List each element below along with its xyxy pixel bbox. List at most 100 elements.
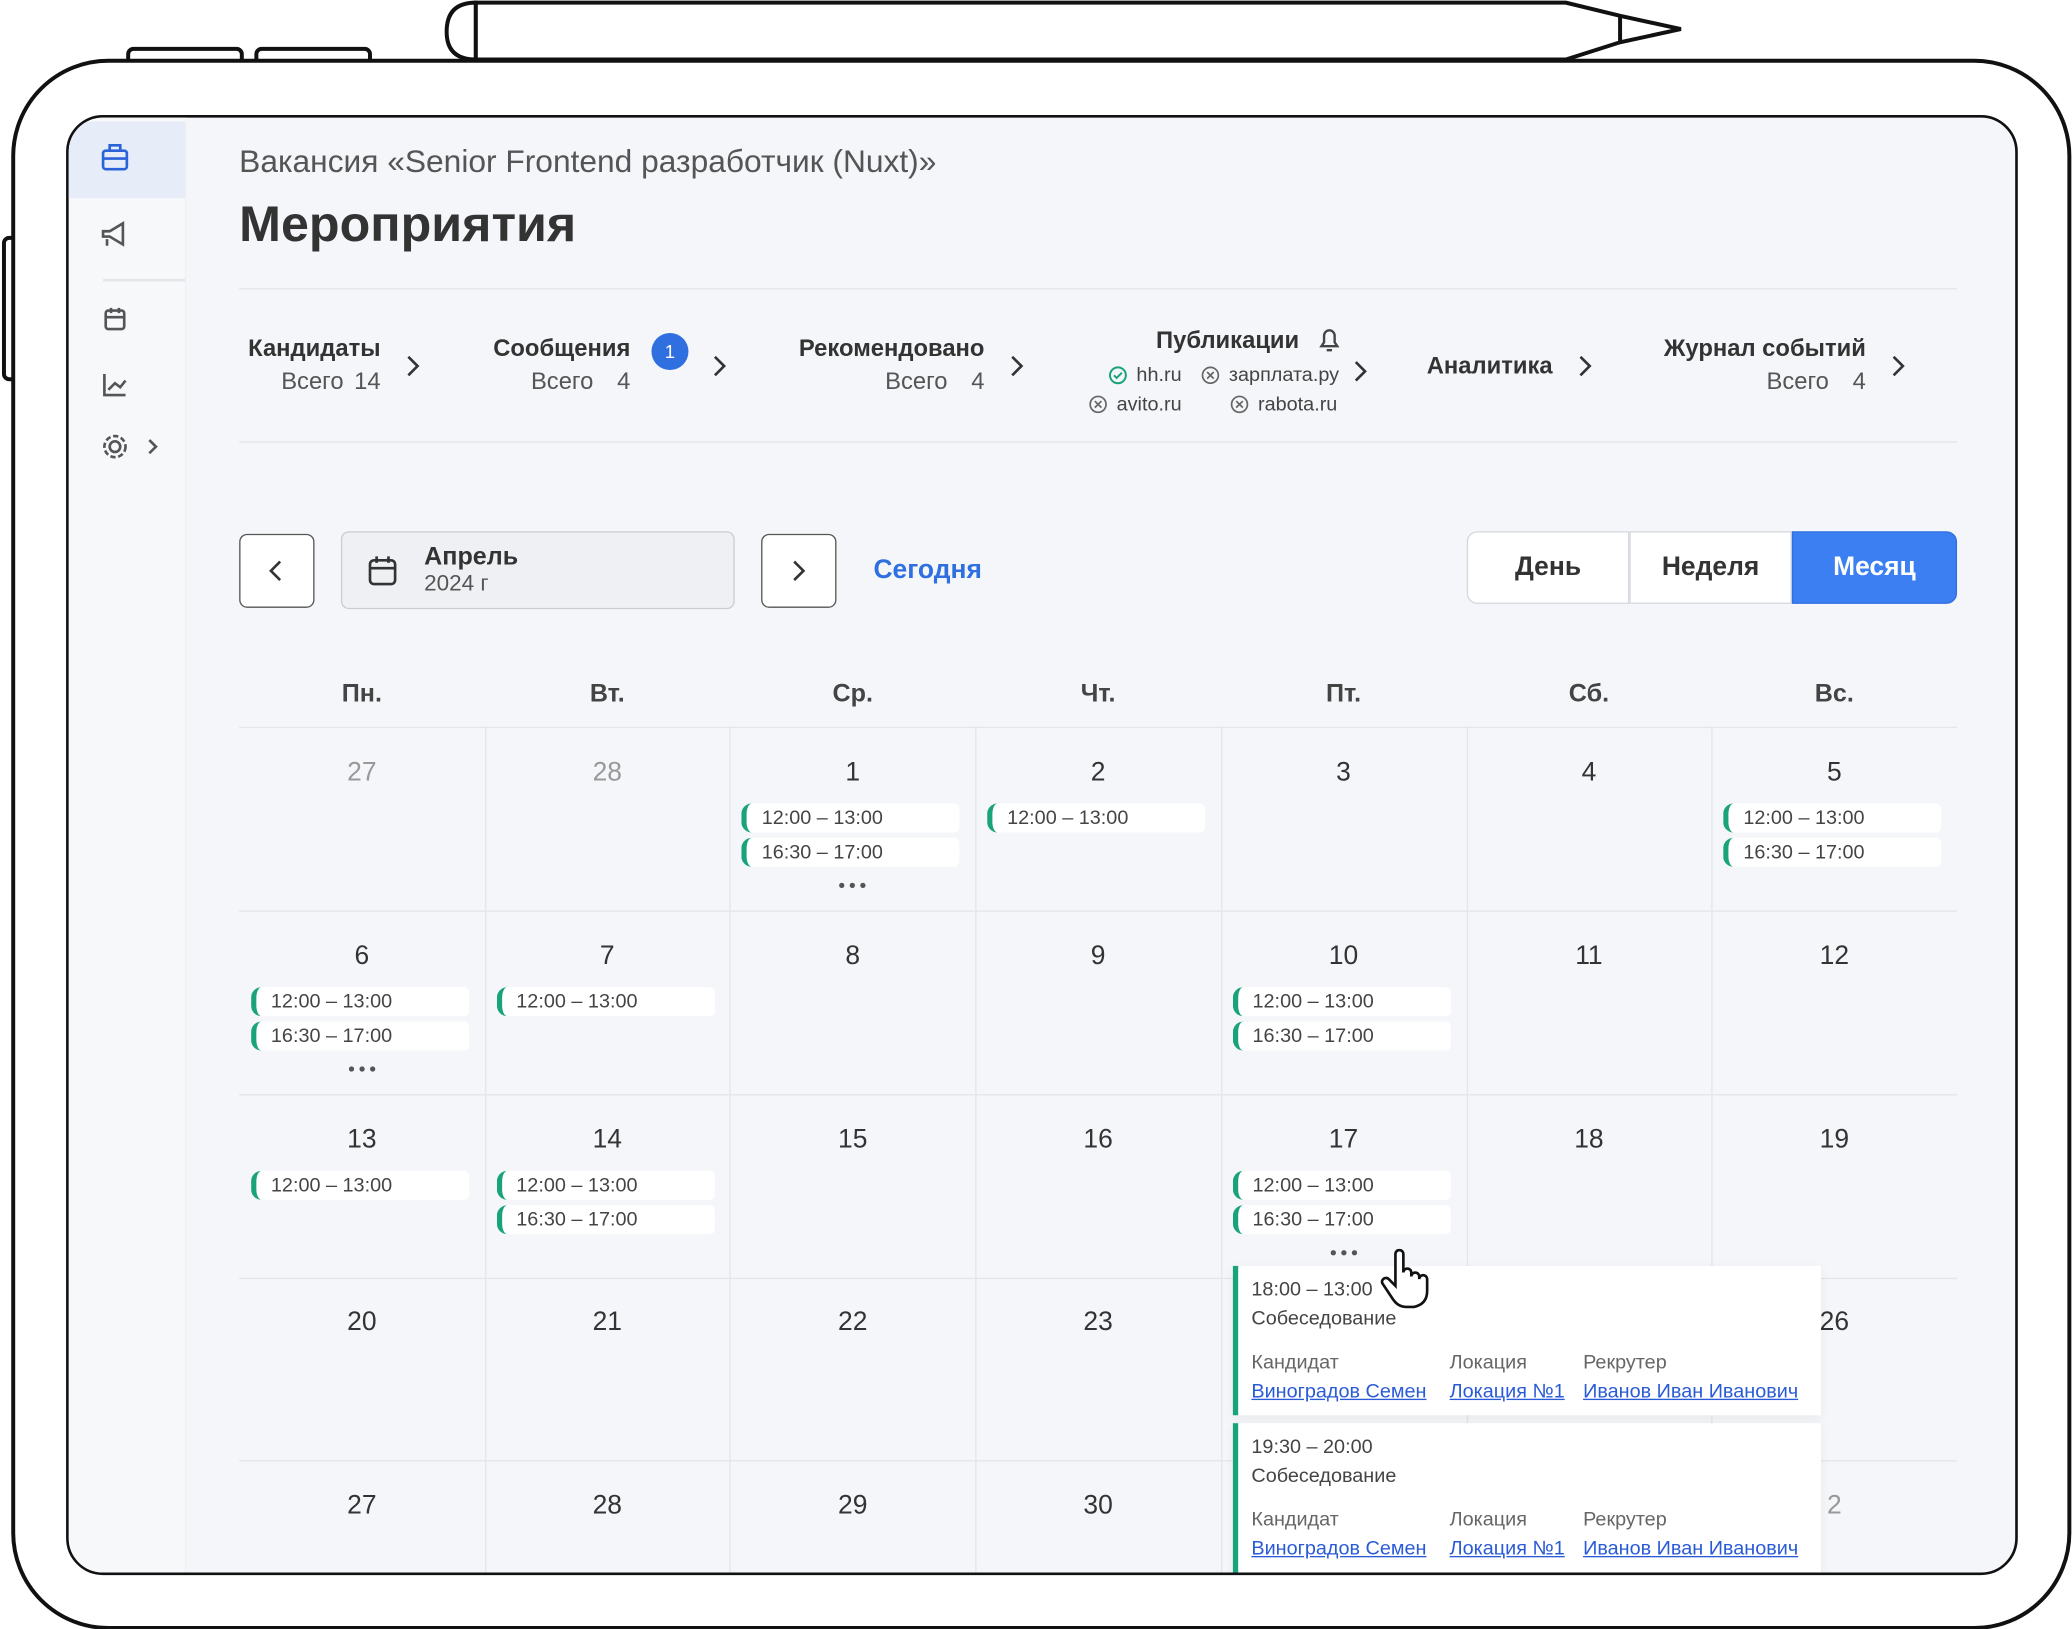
day-number: 10	[1328, 941, 1359, 971]
tab-label[interactable]: Аналитика	[1426, 352, 1553, 379]
divider	[239, 288, 1958, 290]
event-time: 16:30 – 17:00	[516, 1208, 638, 1231]
day-number: 22	[837, 1307, 868, 1337]
event-chip[interactable]	[1723, 837, 1942, 867]
divider	[1466, 1094, 1468, 1278]
divider	[239, 441, 1958, 443]
divider	[239, 910, 1958, 912]
view-button[interactable]: День	[1466, 531, 1630, 604]
day-number: 26	[1819, 1307, 1850, 1337]
event-time: 12:00 – 13:00	[516, 990, 638, 1013]
day-number: 8	[845, 941, 861, 971]
divider	[1220, 910, 1223, 1095]
event-chip[interactable]	[741, 803, 960, 833]
day-number: 11	[1575, 941, 1603, 971]
day-number: 6	[354, 941, 370, 971]
next-button[interactable]	[761, 533, 837, 608]
divider	[484, 726, 486, 911]
field-link[interactable]: Иванов Иван Иванович	[1583, 1537, 1799, 1560]
day-number: 13	[347, 1125, 377, 1155]
field-link[interactable]: Виноградов Семен	[1251, 1537, 1427, 1560]
event-chip[interactable]	[251, 1021, 470, 1051]
event-chip[interactable]	[496, 1170, 715, 1200]
event-time: 12:00 – 13:00	[1252, 990, 1374, 1013]
event-type: Собеседование	[1251, 1464, 1397, 1488]
field-label: Локация	[1449, 1508, 1527, 1531]
view-button[interactable]: Месяц	[1791, 531, 1958, 604]
subtitle: Вакансия «Senior Frontend разработчик (N…	[239, 144, 937, 180]
divider	[729, 910, 732, 1095]
weekday: Пн.	[341, 680, 382, 709]
day-number: 18	[1574, 1125, 1604, 1155]
field-link[interactable]: Локация №1	[1449, 1380, 1565, 1403]
event-chip[interactable]	[496, 1205, 715, 1235]
tab-total: 4	[1852, 368, 1866, 395]
event-chip[interactable]	[1232, 1021, 1451, 1051]
field-label: Кандидат	[1251, 1351, 1339, 1374]
tab-total-label: Всего	[1766, 368, 1829, 395]
divider	[484, 1276, 486, 1461]
field-link[interactable]: Виноградов Семен	[1251, 1380, 1427, 1403]
year: 2024 г	[424, 570, 489, 596]
event-chip[interactable]	[1232, 1205, 1451, 1235]
event-chip[interactable]	[251, 987, 470, 1017]
day-number: 3	[1336, 757, 1351, 787]
divider	[729, 1460, 732, 1573]
tab-label[interactable]: Журнал событий	[1663, 334, 1866, 362]
field-link[interactable]: Иванов Иван Иванович	[1583, 1380, 1799, 1403]
prev-button[interactable]	[239, 533, 315, 608]
event-chip[interactable]	[1723, 803, 1942, 833]
field-label: Кандидат	[1251, 1508, 1339, 1531]
event-time: 12:00 – 13:00	[1252, 1174, 1374, 1197]
site-name: зарплата.ру	[1228, 364, 1340, 387]
divider	[1220, 1460, 1223, 1573]
tab-label[interactable]: Кандидаты	[248, 334, 381, 362]
divider	[239, 1277, 1958, 1280]
bell-icon	[1319, 329, 1340, 352]
day-number: 15	[837, 1125, 868, 1155]
tab-label[interactable]: Рекомендовано	[798, 334, 985, 362]
day-number: 23	[1083, 1307, 1113, 1337]
event-time: 18:00 – 13:00	[1251, 1278, 1373, 1301]
event-time: 12:00 – 13:00	[270, 1174, 393, 1197]
ok-icon	[1109, 366, 1127, 385]
weekday: Вс.	[1814, 680, 1854, 709]
month-picker[interactable]	[340, 531, 735, 610]
tab-total-label: Всего	[885, 368, 948, 395]
chevron	[1354, 361, 1367, 382]
day-number: 4	[1581, 757, 1597, 787]
tab-label[interactable]: Публикации	[1156, 327, 1300, 354]
event-time: 12:00 – 13:00	[761, 806, 883, 830]
field-link[interactable]: Локация №1	[1449, 1537, 1565, 1560]
event-chip[interactable]	[741, 837, 960, 867]
day-number: 30	[1083, 1491, 1113, 1521]
divider	[1711, 1094, 1713, 1278]
tab-label[interactable]: Сообщения	[493, 334, 631, 362]
today-button[interactable]: Сегодня	[873, 555, 982, 585]
event-chip[interactable]	[987, 803, 1206, 833]
event-chip[interactable]	[251, 1170, 470, 1200]
day-number: 16	[1083, 1125, 1113, 1155]
chevron	[713, 355, 727, 377]
event-chip[interactable]	[496, 987, 715, 1017]
event-chip[interactable]	[1232, 1170, 1451, 1200]
divider	[975, 1276, 977, 1461]
event-card	[1232, 1265, 1821, 1416]
day-number: 27	[347, 757, 377, 787]
chevron	[793, 560, 806, 582]
tab-total: 14	[354, 368, 381, 395]
day-number: 2	[1090, 757, 1106, 787]
event-chip[interactable]	[1232, 987, 1451, 1017]
divider	[484, 910, 486, 1095]
divider	[1466, 726, 1468, 911]
event-time: 16:30 – 17:00	[1252, 1024, 1374, 1048]
off-icon	[1201, 366, 1220, 385]
day-number: 19	[1819, 1125, 1850, 1155]
divider	[975, 1460, 977, 1573]
tab-total-label: Всего	[281, 368, 344, 395]
event-time: 12:00 – 13:00	[270, 990, 393, 1013]
event-time: 12:00 – 13:00	[1007, 806, 1129, 830]
view-button[interactable]: Неделя	[1629, 531, 1792, 604]
day-number: 29	[837, 1491, 868, 1521]
